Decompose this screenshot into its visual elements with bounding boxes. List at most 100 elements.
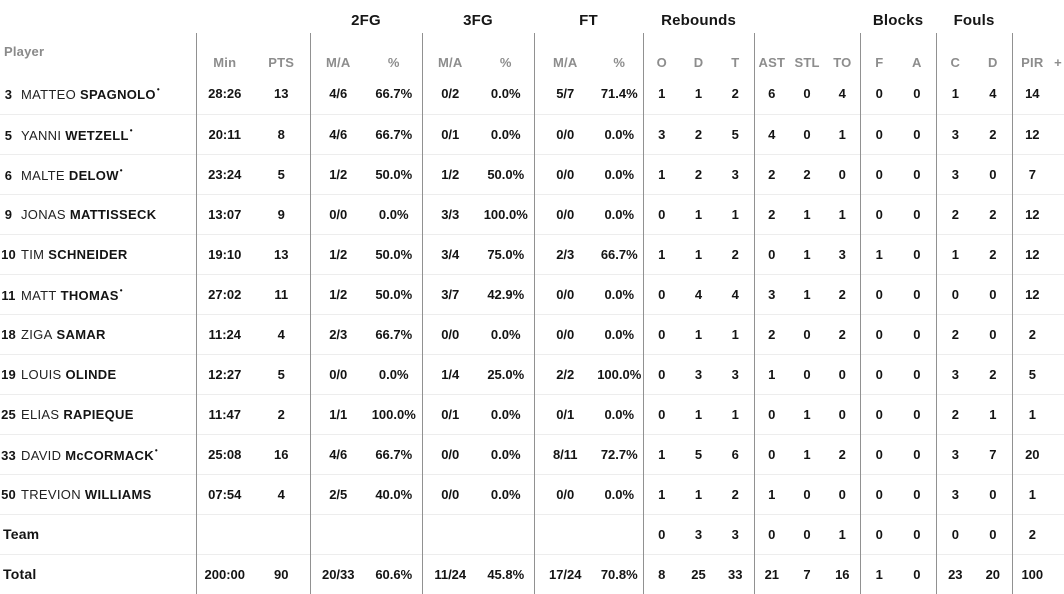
stat-foul_c: 3 <box>935 153 975 194</box>
stat-fg3_pct: 50.0% <box>478 153 534 194</box>
stat-fg2_pct: 66.7% <box>366 433 422 474</box>
stat-foul_c: 23 <box>935 553 975 594</box>
player-row: 11 MATT THOMAS• 27:02 11 1/2 50.0% 3/7 42.9% 0/0 0… <box>0 273 1064 314</box>
stat-min: 27:02 <box>195 273 253 314</box>
stat-pts: 4 <box>253 313 310 354</box>
col-reb-t-label: T <box>731 55 740 70</box>
stat-ast: 21 <box>753 553 790 594</box>
player-last-name: McCORMACK <box>65 447 154 463</box>
player-first-name: JONAS <box>21 206 66 222</box>
stat-fg3_ma: 0/1 <box>421 113 478 154</box>
player-row: 3 MATTEO SPAGNOLO• 28:26 13 4/6 66.7% 0/2 0.0% 5/… <box>0 74 1064 114</box>
stat-reb_o: 0 <box>642 193 681 234</box>
stat-fg3_pct: 0.0% <box>490 86 521 102</box>
player-row: 6 MALTE DELOW• 23:24 5 1/2 50.0% 1/2 50.0% 0/0 0.0… <box>0 153 1064 194</box>
stat-reb_d: 5 <box>680 433 718 474</box>
stat-foul_d: 0 <box>974 513 1013 554</box>
stat-pm <box>1052 193 1064 234</box>
stat-reb_o: 1 <box>642 233 681 274</box>
stat-pir: 7 <box>1011 153 1053 194</box>
stat-fg3_ma: 3/3 <box>421 193 478 234</box>
stat-pts: 2 <box>253 393 310 434</box>
col-2fg-pct-label: % <box>387 55 400 70</box>
stat-pir: 1 <box>1011 393 1053 434</box>
player-last-name: WILLIAMS <box>84 486 152 502</box>
stat-fg2_pct: 0.0% <box>366 193 422 234</box>
stat-foul_d: 4 <box>989 86 997 102</box>
stat-stl: 0 <box>803 86 811 102</box>
stat-fg3_ma: 3/7 <box>421 273 478 314</box>
stat-fg2_ma: 0/0 <box>309 193 366 234</box>
stat-reb_d: 1 <box>694 86 703 102</box>
stat-fg2_ma: 1/2 <box>309 233 366 274</box>
stat-blk_f: 1 <box>859 233 899 274</box>
col-pts-label: PTS <box>268 55 295 70</box>
player-cell: 6 MALTE DELOW• <box>0 153 196 194</box>
stat-fg3_ma: 0/2 <box>421 74 478 114</box>
stat-stl: 7 <box>789 553 826 594</box>
stat-pir: 12 <box>1011 193 1053 234</box>
col-ast-label: AST <box>753 33 790 74</box>
stat-ft_pct <box>596 513 644 554</box>
stat-ft_ma: 5/7 <box>533 74 596 114</box>
stat-foul_c: 3 <box>935 113 975 154</box>
jersey-number: 10 <box>1 246 16 262</box>
stat-blk_a: 0 <box>898 313 937 354</box>
player-last-name: OLINDE <box>65 366 117 382</box>
stat-ast: 3 <box>753 273 790 314</box>
stat-foul_c: 1 <box>935 233 975 274</box>
stat-fg3_pct <box>478 513 534 554</box>
stat-blk_f: 0 <box>859 113 899 154</box>
player-first-name: YANNI <box>21 127 62 143</box>
col-plusminus-label: + <box>1054 55 1062 70</box>
stat-min: 19:10 <box>195 233 253 274</box>
stat-ft_ma: 0/0 <box>533 193 596 234</box>
stat-pm <box>1052 113 1064 154</box>
stat-ft_ma: 0/0 <box>533 153 596 194</box>
stat-blk_a: 0 <box>898 513 937 554</box>
stat-to: 1 <box>825 513 861 554</box>
stat-fg2_pct: 66.7% <box>375 86 413 102</box>
stat-ast: 0 <box>753 513 790 554</box>
player-cell: 5 YANNI WETZELL• <box>0 113 196 154</box>
stat-reb_d: 1 <box>680 233 718 274</box>
stat-to: 1 <box>825 193 861 234</box>
jersey-number: 9 <box>4 206 13 222</box>
stat-reb_d: 3 <box>680 513 718 554</box>
group-rebounds-label: Rebounds <box>661 12 736 29</box>
stat-ft_ma: 0/1 <box>533 393 596 434</box>
stat-reb_t: 33 <box>717 553 755 594</box>
player-last-name: WETZELL <box>65 127 129 143</box>
player-cell: 19 LOUIS OLINDE <box>0 353 196 394</box>
jersey-number: 6 <box>4 167 13 183</box>
player-cell: 25 ELIAS RAPIEQUE <box>0 393 196 434</box>
stat-reb_o: 1 <box>642 473 681 514</box>
stat-ast: 2 <box>753 153 790 194</box>
jersey-number: 11 <box>1 287 16 303</box>
stat-fg3_ma: 0/0 <box>421 433 478 474</box>
stat-reb_d: 4 <box>680 273 718 314</box>
stat-to: 2 <box>825 433 861 474</box>
starter-marker: • <box>156 85 160 95</box>
stat-fg2_ma: 1/2 <box>309 273 366 314</box>
stat-fg3_pct: 0.0% <box>478 113 534 154</box>
stat-pts: 16 <box>253 433 310 474</box>
stat-blk_f: 0 <box>859 313 899 354</box>
stat-ft_pct: 70.8% <box>596 553 644 594</box>
player-first-name: ZIGA <box>21 326 53 342</box>
stat-blk_a: 0 <box>898 193 937 234</box>
stat-min: 20:11 <box>195 113 253 154</box>
stat-reb_d: 2 <box>680 153 718 194</box>
stat-pm <box>1052 233 1064 274</box>
stat-fg3_ma: 0/0 <box>421 313 478 354</box>
stat-fg2_ma: 1/1 <box>309 393 366 434</box>
stat-stl: 1 <box>789 433 826 474</box>
stat-min <box>195 513 253 554</box>
stat-fg2_pct: 66.7% <box>366 113 422 154</box>
col-ft-ma-label: M/A <box>533 33 596 74</box>
stat-pm <box>1052 473 1064 514</box>
stat-ast: 0 <box>753 433 790 474</box>
stat-pts: 13 <box>253 233 310 274</box>
player-row: 5 YANNI WETZELL• 20:11 8 4/6 66.7% 0/1 0.0% 0/0 0.… <box>0 113 1064 154</box>
stat-fg3_ma: 0/0 <box>421 473 478 514</box>
